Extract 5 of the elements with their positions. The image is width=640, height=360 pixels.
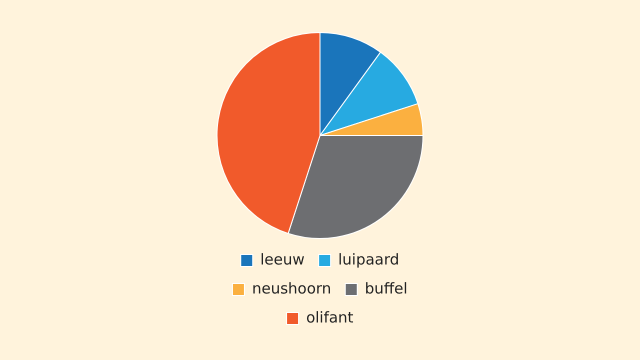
legend-label: olifant bbox=[306, 308, 354, 326]
legend-label: luipaard bbox=[338, 250, 400, 268]
legend-label: buffel bbox=[364, 279, 408, 298]
legend-label: leeuw bbox=[260, 250, 305, 268]
legend-label: neushoorn bbox=[252, 279, 332, 298]
